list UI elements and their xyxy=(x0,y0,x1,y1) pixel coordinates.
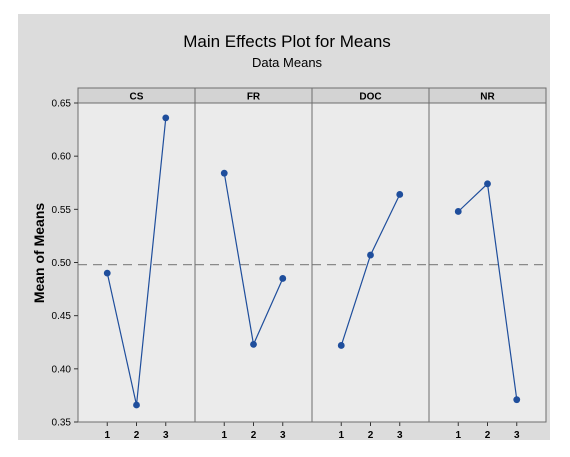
panel-header-label: NR xyxy=(480,92,495,103)
data-point xyxy=(220,169,228,177)
y-tick-label: 0.40 xyxy=(52,364,72,375)
data-point xyxy=(396,191,404,198)
y-tick-label: 0.60 xyxy=(52,152,72,163)
x-tick-label: 1 xyxy=(455,430,461,441)
x-tick-label: 2 xyxy=(134,430,140,441)
x-tick-label: 3 xyxy=(397,430,403,441)
data-point xyxy=(367,251,374,259)
data-point xyxy=(103,269,111,277)
data-point xyxy=(513,396,521,404)
x-tick-label: 2 xyxy=(485,430,491,441)
y-axis-label: Mean of Means xyxy=(31,203,47,304)
data-point xyxy=(454,208,462,215)
x-tick-label: 3 xyxy=(514,430,520,441)
data-point xyxy=(484,180,491,188)
x-tick-label: 2 xyxy=(368,430,374,441)
x-tick-label: 3 xyxy=(163,430,169,441)
y-tick-label: 0.35 xyxy=(52,418,72,429)
data-point xyxy=(133,401,140,409)
y-tick-label: 0.50 xyxy=(52,258,72,269)
chart-subtitle: Data Means xyxy=(252,55,323,70)
x-tick-label: 1 xyxy=(104,430,110,441)
data-point xyxy=(162,114,170,122)
panel-header-label: CS xyxy=(130,92,144,103)
x-tick-label: 2 xyxy=(251,430,257,441)
chart-title: Main Effects Plot for Means xyxy=(183,32,391,51)
y-tick-label: 0.45 xyxy=(52,311,72,322)
panel-nr: NR 1 2 3 xyxy=(428,87,547,441)
x-tick-label: 1 xyxy=(338,430,344,441)
data-point xyxy=(250,340,257,348)
y-tick-label: 0.55 xyxy=(52,205,72,216)
panel-header-label: FR xyxy=(247,92,261,103)
plot-area: CS 1 2 3 FR 1 2 3 DOC 1 2 3 NR 1 2 3 0.35 0.40 0.45 0.50 0.5… xyxy=(52,87,547,441)
panel-header-label: DOC xyxy=(359,92,381,103)
x-tick-label: 3 xyxy=(280,430,286,441)
data-point xyxy=(337,342,345,349)
x-tick-label: 1 xyxy=(221,430,227,441)
data-point xyxy=(279,275,287,282)
y-tick-label: 0.65 xyxy=(52,99,72,110)
panel-fr: FR 1 2 3 xyxy=(194,87,313,441)
